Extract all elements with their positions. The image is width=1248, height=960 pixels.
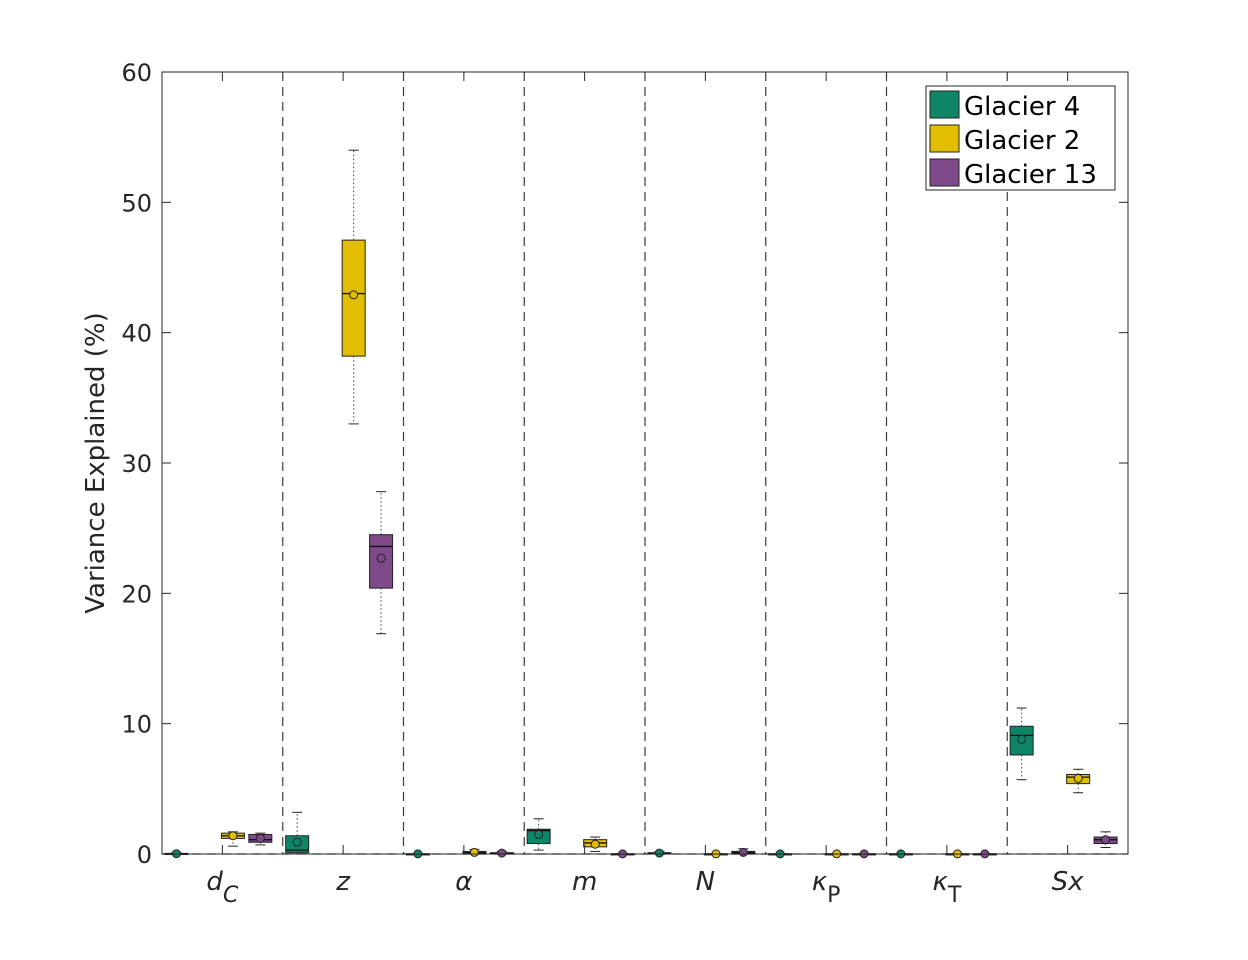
x-category-label-base: N <box>696 867 715 897</box>
x-category-label: dC <box>206 867 239 908</box>
x-category-label: κP <box>812 867 841 908</box>
y-tick-label: 60 <box>121 59 152 87</box>
x-category-label-subscript: T <box>947 883 962 908</box>
x-category-label-base: z <box>335 867 351 897</box>
x-category-label-subscript: C <box>223 883 239 908</box>
mean-marker <box>228 831 238 841</box>
legend-swatch <box>929 124 960 153</box>
series-glacier-4 <box>164 707 1034 859</box>
mean-marker <box>1073 773 1083 783</box>
x-category-label-base: κ <box>932 867 948 897</box>
x-category-label: Sx <box>1052 867 1085 897</box>
mean-marker <box>497 848 507 858</box>
x-category-label-base: Sx <box>1052 867 1085 897</box>
y-tick-label: 20 <box>121 580 152 608</box>
y-axis-label: Variance Explained (%) <box>81 312 111 614</box>
y-tick-label: 0 <box>137 841 152 869</box>
mean-marker <box>1017 734 1027 744</box>
legend-swatch <box>929 158 960 187</box>
legend-swatch <box>929 90 960 119</box>
x-category-label: α <box>455 867 472 897</box>
mean-marker <box>469 847 479 857</box>
mean-marker <box>1101 835 1111 845</box>
mean-marker <box>738 847 748 857</box>
x-category-label-subscript: P <box>827 883 840 908</box>
legend-entry-label: Glacier 13 <box>964 160 1097 190</box>
y-tick-label: 10 <box>121 711 152 739</box>
legend-entry-label: Glacier 4 <box>964 92 1080 122</box>
x-category-label-base: m <box>572 867 597 897</box>
mean-marker <box>376 553 386 563</box>
mean-marker <box>292 837 302 847</box>
mean-marker <box>654 848 664 858</box>
legend: Glacier 4 Glacier 2 Glacier 13 <box>925 85 1116 191</box>
y-tick-label: 30 <box>121 450 152 478</box>
y-tick-label: 50 <box>121 189 152 217</box>
mean-marker <box>590 839 600 849</box>
mean-marker <box>255 833 265 843</box>
mean-marker <box>349 290 359 300</box>
box-plot-series <box>164 149 1118 859</box>
y-axis-ticks: 0 10 20 30 40 50 60 <box>121 59 1128 869</box>
mean-marker <box>534 829 544 839</box>
x-category-label: z <box>335 867 351 897</box>
legend-entry-label: Glacier 2 <box>964 126 1080 156</box>
x-category-label: N <box>696 867 715 897</box>
series-glacier-13 <box>248 491 1118 859</box>
x-category-label-base: d <box>206 867 223 897</box>
series-glacier-2 <box>220 149 1091 859</box>
x-category-label: m <box>572 867 597 897</box>
x-category-label-base: α <box>455 867 472 897</box>
x-category-label-base: κ <box>812 867 828 897</box>
x-category-label: κT <box>932 867 961 908</box>
y-tick-label: 40 <box>121 320 152 348</box>
